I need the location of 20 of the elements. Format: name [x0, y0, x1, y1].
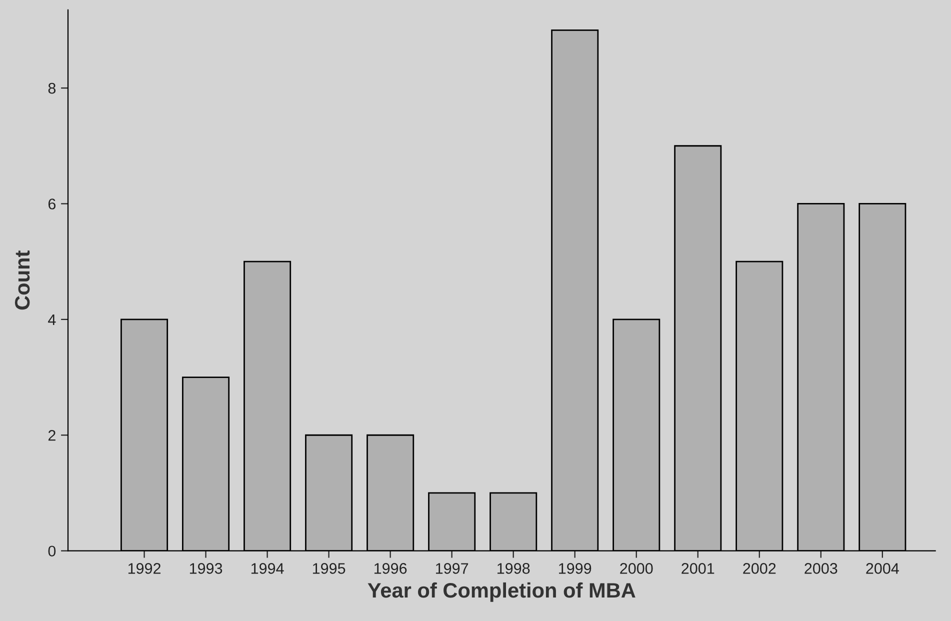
x-tick-label: 2000 [620, 563, 653, 574]
x-axis-title: Year of Completion of MBA [368, 582, 636, 602]
y-tick-label: 8 [48, 82, 56, 94]
x-tick-label: 1995 [312, 563, 346, 574]
y-axis-title: Count [14, 250, 30, 310]
x-tick-label: 1996 [374, 563, 407, 574]
x-tick-label: 1992 [128, 563, 160, 574]
x-tick-label: 1999 [559, 563, 592, 574]
x-tick-label: 2002 [743, 563, 776, 574]
y-tick-label: 0 [48, 546, 56, 557]
x-tick-label: 2003 [804, 563, 838, 574]
y-tick-label: 6 [48, 198, 56, 210]
x-tick-label: 1997 [436, 563, 468, 574]
y-tick-label: 4 [48, 314, 56, 325]
x-tick-label: 1994 [251, 563, 284, 574]
x-tick-label: 2004 [866, 563, 899, 574]
x-tick-label: 1998 [498, 563, 530, 574]
y-tick-label: 2 [48, 430, 56, 441]
x-tick-label: 2001 [682, 563, 714, 574]
x-tick-label: 1993 [190, 563, 222, 574]
